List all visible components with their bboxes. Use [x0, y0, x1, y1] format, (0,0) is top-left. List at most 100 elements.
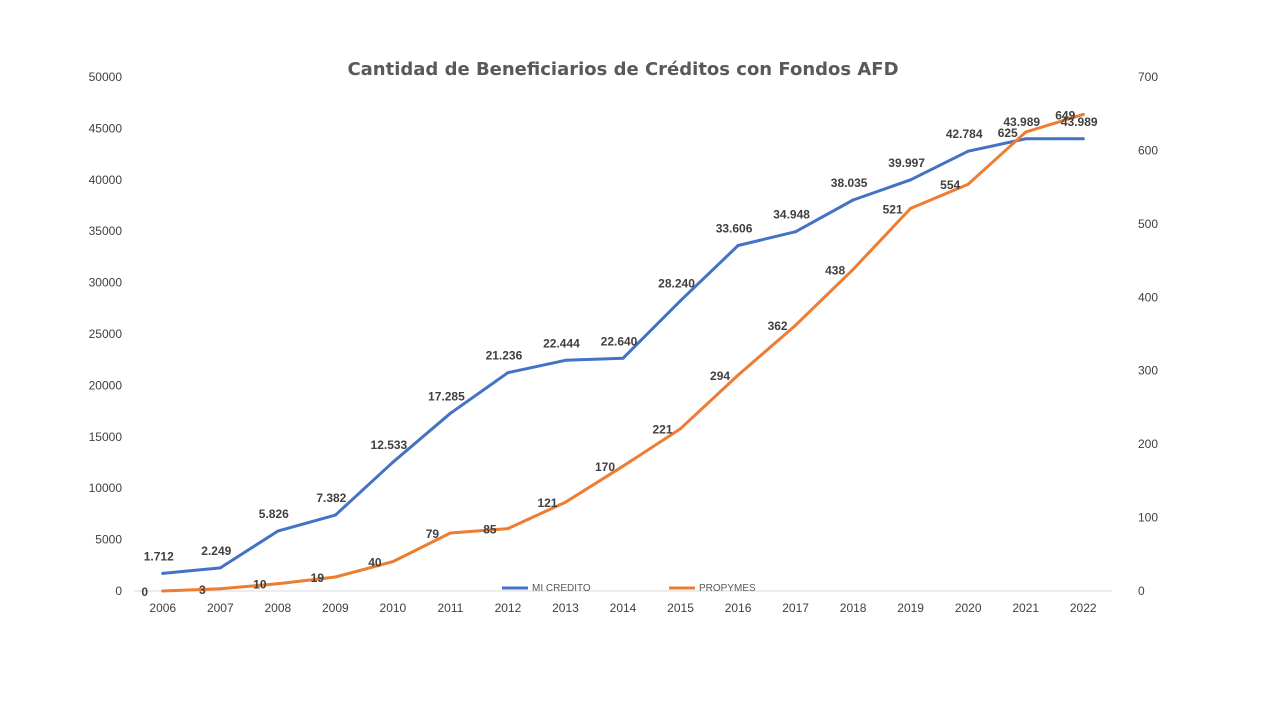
data-label-mi-credito: 42.784: [946, 127, 983, 141]
data-label-propymes: 170: [595, 460, 615, 474]
x-tick-label: 2019: [897, 601, 924, 615]
data-point-propymes: [563, 500, 567, 504]
data-point-propymes: [448, 531, 452, 535]
data-label-propymes: 438: [825, 263, 845, 277]
data-point-mi-credito: [161, 571, 165, 575]
data-label-mi-credito: 33.606: [716, 222, 753, 236]
data-point-propymes: [851, 267, 855, 271]
y-right-tick-label: 500: [1138, 217, 1158, 231]
data-label-mi-credito: 22.444: [543, 336, 580, 350]
y-axis-left: 0 5000 10000 15000 20000 25000 30000 35000 40000…: [89, 70, 123, 598]
y-left-tick-label: 25000: [89, 327, 123, 341]
data-label-mi-credito: 17.285: [428, 389, 465, 403]
data-label-mi-credito: 22.640: [601, 334, 638, 348]
data-point-mi-credito: [1024, 137, 1028, 141]
x-tick-label: 2018: [840, 601, 867, 615]
data-label-propymes: 554: [940, 178, 960, 192]
data-point-propymes: [506, 527, 510, 531]
data-point-mi-credito: [1081, 137, 1085, 141]
data-label-mi-credito: 2.249: [201, 544, 231, 558]
data-label-propymes: 10: [253, 578, 267, 592]
x-tick-label: 2009: [322, 601, 349, 615]
data-point-mi-credito: [333, 513, 337, 517]
x-tick-label: 2022: [1070, 601, 1097, 615]
x-tick-label: 2012: [495, 601, 522, 615]
data-label-mi-credito: 38.035: [831, 176, 868, 190]
legend: MI CREDITO PROPYMES: [502, 583, 756, 594]
data-point-mi-credito: [448, 411, 452, 415]
data-label-propymes: 121: [537, 496, 557, 510]
x-tick-label: 2013: [552, 601, 579, 615]
data-label-propymes: 0: [141, 585, 148, 599]
series-line-mi-credito: [161, 137, 1085, 575]
x-tick-label: 2017: [782, 601, 809, 615]
x-tick-label: 2014: [610, 601, 637, 615]
x-tick-label: 2010: [380, 601, 407, 615]
data-point-mi-credito: [736, 244, 740, 248]
x-axis: 2006 2007 2008 2009 2010 2011 2012 2013 2014 2015…: [149, 601, 1096, 615]
y-left-tick-label: 10000: [89, 481, 123, 495]
x-tick-label: 2020: [955, 601, 982, 615]
data-label-propymes: 19: [311, 571, 325, 585]
data-point-propymes: [333, 575, 337, 579]
data-label-mi-credito: 1.712: [144, 549, 174, 563]
data-point-propymes: [1024, 130, 1028, 134]
data-label-mi-credito: 39.997: [888, 156, 925, 170]
y-left-tick-label: 0: [115, 584, 122, 598]
data-label-mi-credito: 5.826: [259, 507, 289, 521]
y-left-tick-label: 5000: [95, 533, 122, 547]
data-point-mi-credito: [851, 198, 855, 202]
data-label-propymes: 362: [768, 319, 788, 333]
y-right-tick-label: 0: [1138, 584, 1145, 598]
data-point-mi-credito: [218, 566, 222, 570]
y-left-tick-label: 15000: [89, 430, 123, 444]
data-label-mi-credito: 7.382: [316, 491, 346, 505]
data-label-propymes: 79: [426, 527, 440, 541]
x-tick-label: 2016: [725, 601, 752, 615]
data-point-mi-credito: [794, 230, 798, 234]
series-layer: [161, 112, 1085, 593]
data-point-mi-credito: [506, 371, 510, 375]
data-point-propymes: [621, 464, 625, 468]
data-point-propymes: [276, 582, 280, 586]
data-point-mi-credito: [563, 358, 567, 362]
data-label-mi-credito: 12.533: [371, 438, 408, 452]
x-tick-label: 2011: [438, 601, 464, 615]
x-tick-label: 2015: [667, 601, 694, 615]
data-label-mi-credito: 43.989: [1003, 115, 1040, 129]
data-point-mi-credito: [679, 299, 683, 303]
y-right-tick-label: 600: [1138, 143, 1158, 157]
x-tick-label: 2008: [264, 601, 291, 615]
data-label-propymes: 40: [368, 556, 382, 570]
y-left-tick-label: 20000: [89, 378, 123, 392]
data-point-mi-credito: [621, 356, 625, 360]
data-label-propymes: 521: [883, 202, 903, 216]
data-point-propymes: [736, 373, 740, 377]
data-point-propymes: [966, 182, 970, 186]
data-point-propymes: [161, 589, 165, 593]
data-label-propymes: 221: [653, 423, 673, 437]
y-right-tick-label: 300: [1138, 364, 1158, 378]
x-tick-label: 2021: [1012, 601, 1039, 615]
data-label-mi-credito: 21.236: [486, 349, 523, 363]
x-tick-label: 2007: [207, 601, 234, 615]
data-point-propymes: [794, 323, 798, 327]
y-right-tick-label: 700: [1138, 70, 1158, 84]
y-right-tick-label: 400: [1138, 290, 1158, 304]
data-label-mi-credito: 34.948: [773, 208, 810, 222]
data-point-mi-credito: [276, 529, 280, 533]
data-label-propymes: 625: [998, 126, 1018, 140]
data-label-propymes: 3: [199, 583, 206, 597]
y-right-tick-label: 100: [1138, 511, 1158, 525]
x-tick-label: 2006: [149, 601, 176, 615]
data-point-propymes: [1081, 112, 1085, 116]
legend-label-mi-credito: MI CREDITO: [532, 583, 591, 594]
data-label-propymes: 649: [1055, 108, 1075, 122]
data-point-mi-credito: [909, 178, 913, 182]
data-point-propymes: [679, 427, 683, 431]
y-axis-right: 0 100 200 300 400 500 600 700: [1138, 70, 1158, 598]
data-point-mi-credito: [391, 460, 395, 464]
data-point-propymes: [909, 206, 913, 210]
y-left-tick-label: 45000: [89, 121, 123, 135]
data-label-propymes: 85: [483, 523, 497, 537]
